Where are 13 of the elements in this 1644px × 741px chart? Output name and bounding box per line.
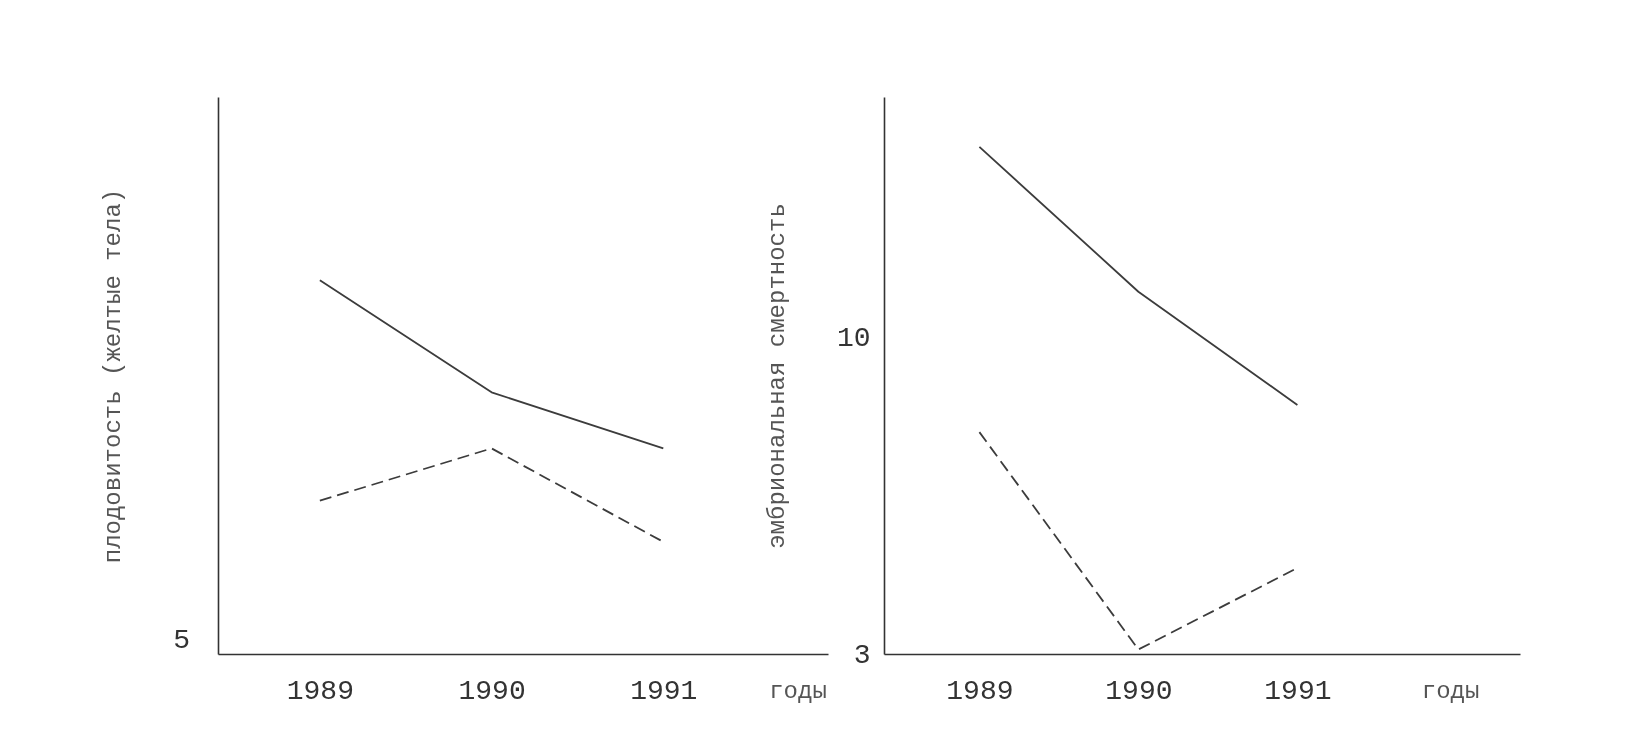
x-tick-label: 1991 (630, 675, 698, 707)
x-axis-title: годы (1421, 677, 1480, 705)
y-tick-label: 3 (853, 639, 871, 671)
x-tick-label: 1991 (1264, 675, 1332, 707)
y-axis-title: плодовитость (желтые тела) (99, 188, 127, 564)
x-tick-label: 1990 (458, 675, 526, 707)
x-tick-label: 1989 (946, 675, 1014, 707)
y-tick-label: 10 (836, 322, 871, 354)
x-axis-title: годы (769, 677, 827, 705)
x-tick-label: 1989 (286, 675, 354, 707)
y-axis-title: эмбриональная смертность (763, 203, 791, 549)
text: 5 (173, 625, 190, 656)
x-tick-label: 1990 (1105, 675, 1173, 707)
